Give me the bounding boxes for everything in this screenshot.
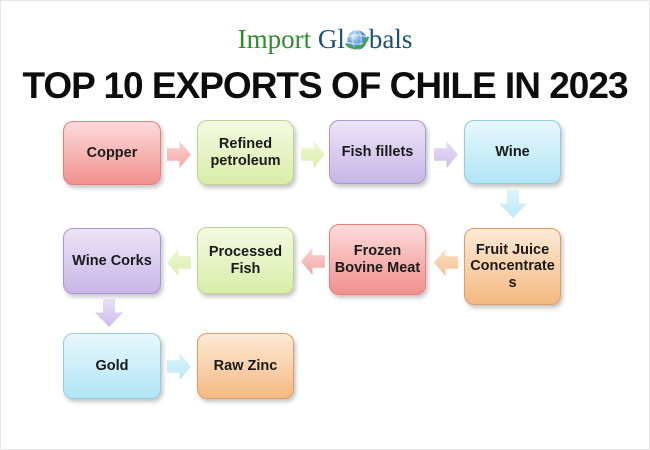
box-refined-petroleum: Refined petroleum xyxy=(197,120,294,185)
arrow-fruit-juice-to-frozen-bovine-icon xyxy=(434,248,458,277)
arrow-gold-to-raw-zinc-icon xyxy=(167,352,191,381)
box-fish-fillets-label: Fish fillets xyxy=(341,143,414,160)
box-fruit-juice-concentrates: Fruit Juice Concentrates xyxy=(464,228,561,305)
box-gold-label: Gold xyxy=(95,357,129,374)
box-wine-corks-label: Wine Corks xyxy=(72,252,152,269)
logo-text-bals: bals xyxy=(368,24,413,54)
arrow-frozen-bovine-to-processed-fish-icon xyxy=(301,247,325,276)
box-raw-zinc: Raw Zinc xyxy=(197,333,294,399)
arrow-fish-fillets-to-wine-icon xyxy=(434,140,458,169)
logo-text-import: Import xyxy=(237,24,312,54)
box-wine-label: Wine xyxy=(495,143,530,160)
arrow-processed-fish-to-wine-corks-icon xyxy=(167,248,191,277)
box-raw-zinc-label: Raw Zinc xyxy=(213,357,278,374)
arrow-wine-corks-to-gold-icon xyxy=(94,299,124,327)
arrow-wine-to-fruit-juice-icon xyxy=(498,190,528,218)
box-wine-corks: Wine Corks xyxy=(63,228,161,294)
box-frozen-bovine-meat: Frozen Bovine Meat xyxy=(329,224,426,295)
arrow-refined-petroleum-to-fish-fillets-icon xyxy=(301,140,325,169)
box-wine: Wine xyxy=(464,120,561,184)
logo-text-gl: Gl xyxy=(317,24,345,54)
box-gold: Gold xyxy=(63,333,161,399)
page-title: TOP 10 EXPORTS OF CHILE IN 2023 xyxy=(22,65,628,106)
box-frozen-bovine-meat-label: Frozen Bovine Meat xyxy=(334,243,421,276)
box-copper: Copper xyxy=(63,121,161,185)
arrow-copper-to-refined-petroleum-icon xyxy=(167,140,191,169)
box-refined-petroleum-label: Refined petroleum xyxy=(210,136,281,169)
box-fish-fillets: Fish fillets xyxy=(329,120,426,184)
box-copper-label: Copper xyxy=(86,144,138,161)
box-processed-fish-label: Processed Fish xyxy=(208,244,283,277)
import-globals-logo: Import Gl bals xyxy=(1,23,649,59)
globe-icon xyxy=(345,27,369,59)
box-processed-fish: Processed Fish xyxy=(197,227,294,294)
box-fruit-juice-concentrates-label: Fruit Juice Concentrates xyxy=(470,242,555,291)
